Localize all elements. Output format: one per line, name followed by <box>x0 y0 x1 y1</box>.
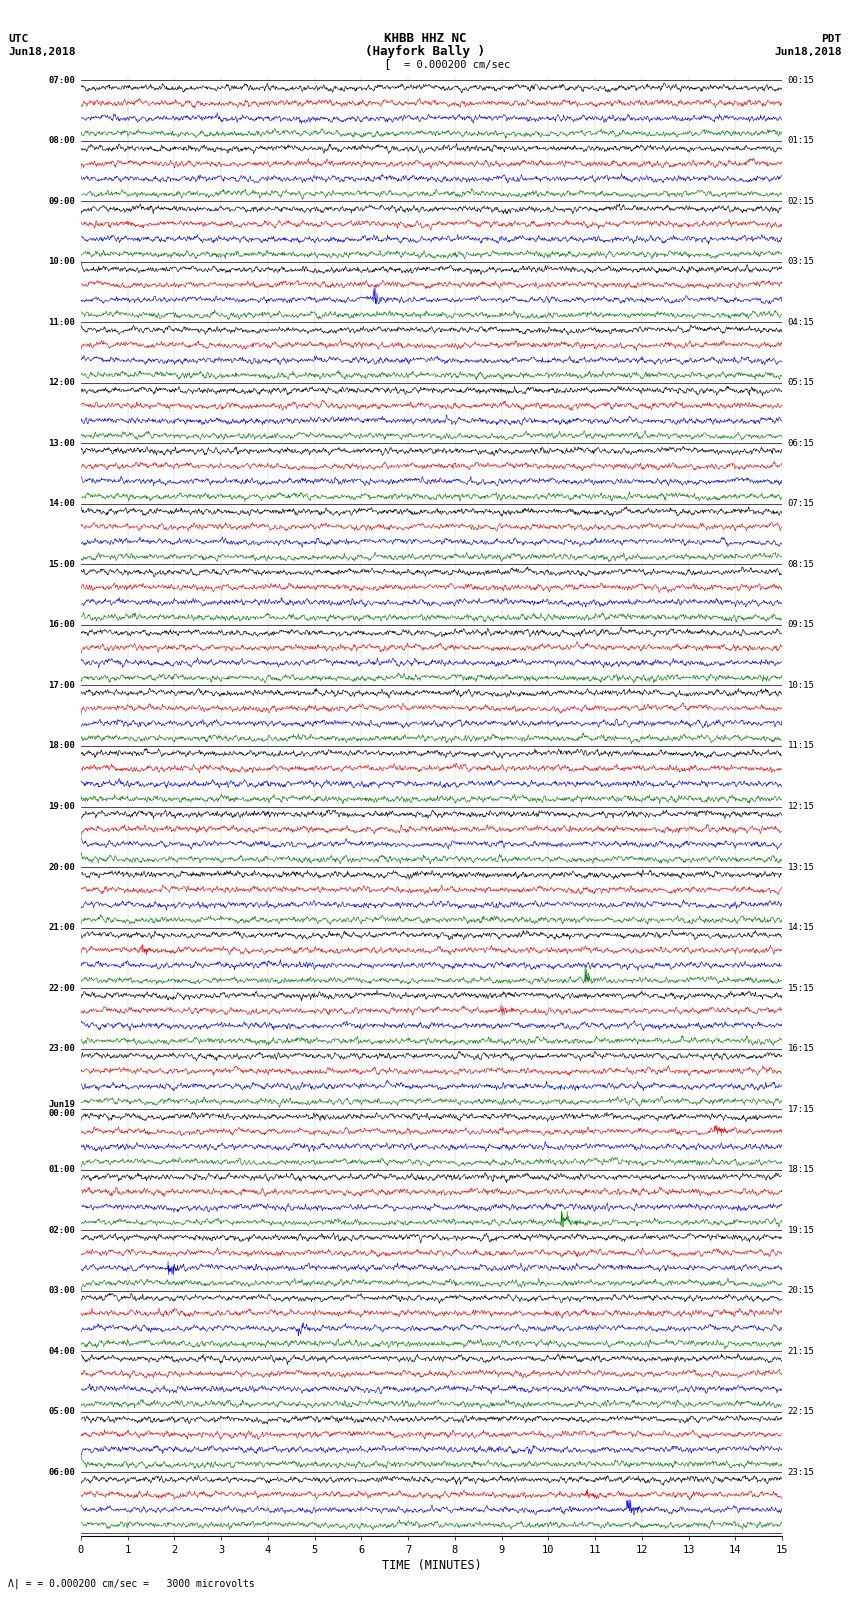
Text: 01:00: 01:00 <box>48 1165 75 1174</box>
Text: 12:15: 12:15 <box>788 802 814 811</box>
Text: 21:15: 21:15 <box>788 1347 814 1355</box>
Text: 15:00: 15:00 <box>48 560 75 569</box>
Text: 16:15: 16:15 <box>788 1044 814 1053</box>
Text: 20:00: 20:00 <box>48 863 75 871</box>
Text: 00:15: 00:15 <box>788 76 814 85</box>
Text: 04:15: 04:15 <box>788 318 814 327</box>
Text: 05:00: 05:00 <box>48 1407 75 1416</box>
Text: 23:15: 23:15 <box>788 1468 814 1476</box>
Text: 07:00: 07:00 <box>48 76 75 85</box>
Text: 09:15: 09:15 <box>788 621 814 629</box>
Text: (Hayfork Bally ): (Hayfork Bally ) <box>365 45 485 58</box>
Text: 08:15: 08:15 <box>788 560 814 569</box>
Text: 03:15: 03:15 <box>788 258 814 266</box>
Text: 00:00: 00:00 <box>48 1110 75 1118</box>
Text: 13:00: 13:00 <box>48 439 75 448</box>
X-axis label: TIME (MINUTES): TIME (MINUTES) <box>382 1558 481 1571</box>
Text: 22:15: 22:15 <box>788 1407 814 1416</box>
Text: Jun18,2018: Jun18,2018 <box>8 47 76 56</box>
Text: 02:15: 02:15 <box>788 197 814 206</box>
Text: Jun19: Jun19 <box>48 1100 75 1110</box>
Text: 04:00: 04:00 <box>48 1347 75 1355</box>
Text: 23:00: 23:00 <box>48 1044 75 1053</box>
Text: 14:15: 14:15 <box>788 923 814 932</box>
Text: 18:00: 18:00 <box>48 742 75 750</box>
Text: 18:15: 18:15 <box>788 1165 814 1174</box>
Text: Λ| = = 0.000200 cm/sec =   3000 microvolts: Λ| = = 0.000200 cm/sec = 3000 microvolts <box>8 1579 255 1589</box>
Text: 17:00: 17:00 <box>48 681 75 690</box>
Text: KHBB HHZ NC: KHBB HHZ NC <box>383 32 467 45</box>
Text: 01:15: 01:15 <box>788 137 814 145</box>
Text: Jun18,2018: Jun18,2018 <box>774 47 842 56</box>
Text: 03:00: 03:00 <box>48 1286 75 1295</box>
Text: 22:00: 22:00 <box>48 984 75 992</box>
Text: [: [ <box>383 58 390 71</box>
Text: 12:00: 12:00 <box>48 379 75 387</box>
Text: 10:00: 10:00 <box>48 258 75 266</box>
Text: PDT: PDT <box>821 34 842 44</box>
Text: 08:00: 08:00 <box>48 137 75 145</box>
Text: 11:15: 11:15 <box>788 742 814 750</box>
Text: 19:15: 19:15 <box>788 1226 814 1234</box>
Text: 02:00: 02:00 <box>48 1226 75 1234</box>
Text: 10:15: 10:15 <box>788 681 814 690</box>
Text: 05:15: 05:15 <box>788 379 814 387</box>
Text: 06:15: 06:15 <box>788 439 814 448</box>
Text: = 0.000200 cm/sec: = 0.000200 cm/sec <box>404 60 510 69</box>
Text: 11:00: 11:00 <box>48 318 75 327</box>
Text: 17:15: 17:15 <box>788 1105 814 1113</box>
Text: 16:00: 16:00 <box>48 621 75 629</box>
Text: 20:15: 20:15 <box>788 1286 814 1295</box>
Text: 06:00: 06:00 <box>48 1468 75 1476</box>
Text: 09:00: 09:00 <box>48 197 75 206</box>
Text: 07:15: 07:15 <box>788 500 814 508</box>
Text: 15:15: 15:15 <box>788 984 814 992</box>
Text: 19:00: 19:00 <box>48 802 75 811</box>
Text: UTC: UTC <box>8 34 29 44</box>
Text: 14:00: 14:00 <box>48 500 75 508</box>
Text: 13:15: 13:15 <box>788 863 814 871</box>
Text: 21:00: 21:00 <box>48 923 75 932</box>
